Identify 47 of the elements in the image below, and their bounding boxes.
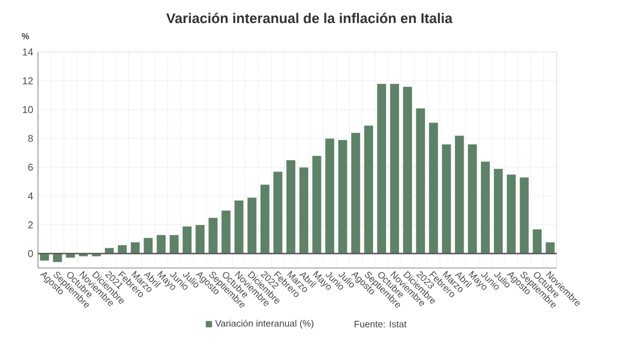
y-tick-label: 2 [28,221,33,228]
bar [416,108,426,254]
bar [390,83,400,254]
bar [273,171,283,254]
bar [208,217,218,254]
bar [143,238,154,254]
y-tick-label: 8 [28,134,33,142]
y-axis-title: % [22,33,30,40]
bar [350,132,361,254]
bar [221,210,231,254]
bar [519,177,530,254]
bar [468,144,478,254]
bar [130,242,140,254]
bar [234,200,244,254]
bar [117,244,128,254]
y-tick-label: 0 [28,250,33,258]
bar [182,226,192,254]
bar [247,197,257,254]
bar [376,83,386,254]
bar [298,167,309,254]
legend-label: Variación interanual (%) [215,320,314,329]
bar [286,160,296,254]
bar [480,161,490,254]
source-note: Fuente: Istat [354,320,407,328]
bar [442,144,452,254]
bar [532,228,542,254]
y-tick-label: 10 [22,106,33,114]
bar [454,135,464,254]
bar [364,125,374,254]
bar [324,138,335,254]
y-tick-label: 14 [22,48,33,56]
bar [338,140,348,254]
bar [312,155,322,254]
y-tick-label: 4 [28,192,33,200]
bar [104,248,114,254]
y-tick-label: 12 [22,77,33,84]
bar [169,234,180,254]
bar [260,184,270,254]
y-tick-label: 6 [28,164,33,171]
chart-title: Variación interanual de la inflación en Italia [166,12,453,24]
bar [506,174,516,254]
bar [428,122,438,254]
bar [156,234,166,254]
bar [402,86,412,254]
bar [493,168,504,254]
bar [545,242,556,254]
bar [195,224,205,254]
